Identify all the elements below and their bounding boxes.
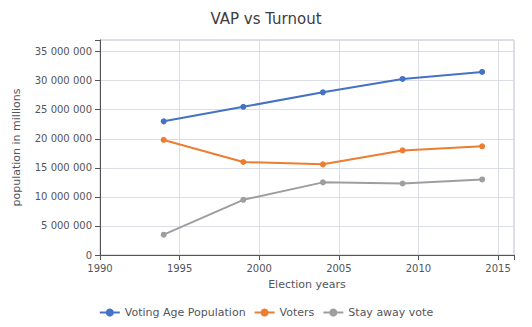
svg-text:2000: 2000	[247, 263, 272, 274]
svg-text:0: 0	[86, 250, 92, 261]
svg-text:20 000 000: 20 000 000	[35, 133, 92, 144]
svg-text:VAP vs Turnout: VAP vs Turnout	[210, 10, 321, 28]
svg-text:population in millions: population in millions	[10, 88, 23, 206]
svg-text:25 000 000: 25 000 000	[35, 104, 92, 115]
svg-text:2015: 2015	[485, 263, 510, 274]
svg-text:10 000 000: 10 000 000	[35, 191, 92, 202]
svg-text:1995: 1995	[167, 263, 192, 274]
svg-text:Voting Age Population: Voting Age Population	[125, 306, 246, 319]
svg-text:Election years: Election years	[268, 278, 346, 291]
svg-text:30 000 000: 30 000 000	[35, 75, 92, 86]
svg-text:15 000 000: 15 000 000	[35, 162, 92, 173]
svg-text:5 000 000: 5 000 000	[41, 220, 92, 231]
svg-text:Voters: Voters	[280, 306, 315, 319]
svg-text:2005: 2005	[326, 263, 351, 274]
svg-text:Stay away vote: Stay away vote	[348, 306, 433, 319]
svg-text:1990: 1990	[87, 263, 112, 274]
svg-text:35 000 000: 35 000 000	[35, 46, 92, 57]
svg-text:2010: 2010	[406, 263, 431, 274]
